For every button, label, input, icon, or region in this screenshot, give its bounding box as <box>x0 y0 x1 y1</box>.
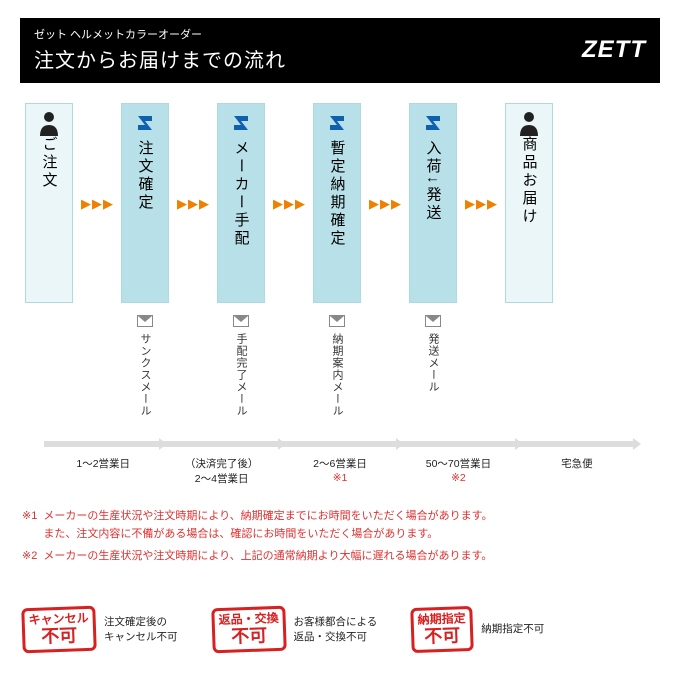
person-icon <box>34 110 64 136</box>
timeline-segment: 宅急便 <box>518 441 636 472</box>
mail-block: 納期案内メール <box>329 315 345 435</box>
timeline-bar <box>162 441 280 447</box>
mail-label: 納期案内メール <box>329 333 345 417</box>
mail-icon <box>233 315 249 327</box>
stamp-icon: 納期指定 不可 <box>410 606 474 653</box>
step-label: 暫定納期確定 <box>330 140 345 248</box>
arrow-icon: ▶▶▶ <box>81 103 113 303</box>
header: ゼット ヘルメットカラーオーダー 注文からお届けまでの流れ ZETT <box>20 18 660 83</box>
stamp-line2: 不可 <box>218 626 279 646</box>
stamp-line1: 納期指定 <box>418 612 466 626</box>
stamp-line1: 返品・交換 <box>218 612 278 626</box>
mail-block: 発送メール <box>425 315 441 435</box>
step-box: 暫定納期確定 <box>313 103 361 303</box>
stamp-icon: 返品・交換 不可 <box>211 606 287 654</box>
logo-icon <box>322 110 352 136</box>
mail-block: 手配完了メール <box>233 315 249 435</box>
stamp-icon: キャンセル 不可 <box>21 606 97 654</box>
arrow-icon: ▶▶▶ <box>177 103 209 303</box>
logo-icon <box>226 110 256 136</box>
step-label: 入荷↓発送 <box>426 140 441 223</box>
mail-icon <box>425 315 441 327</box>
note-line: ※1メーカーの生産状況や注文時期により、納期確定までにお時間をいただく場合があり… <box>22 508 658 543</box>
timeline-segment: （決済完了後）2～4営業日 <box>162 441 280 486</box>
timeline-label: 宅急便 <box>518 457 636 472</box>
flow-row: ご注文 ▶▶▶ 注文確定 サンクスメール ▶▶▶ メーカー手配 手配完了メール … <box>20 103 660 435</box>
note-text: メーカーの生産状況や注文時期により、上記の通常納期より大幅に遅れる場合があります… <box>43 548 492 566</box>
step-col: 商品お届け <box>502 103 556 435</box>
stamp-block: 納期指定 不可 納期指定不可 <box>411 607 544 652</box>
notes: ※1メーカーの生産状況や注文時期により、納期確定までにお時間をいただく場合があり… <box>20 508 660 565</box>
stamp-desc: 納期指定不可 <box>481 622 544 637</box>
timeline-label: 1～2営業日 <box>44 457 162 472</box>
step-label: 注文確定 <box>138 140 153 212</box>
step-box: 注文確定 <box>121 103 169 303</box>
stamp-line2: 不可 <box>29 626 90 646</box>
timeline-bar <box>44 441 162 447</box>
timeline-segment: 1～2営業日 <box>44 441 162 472</box>
arrow-icon: ▶▶▶ <box>465 103 497 303</box>
stamp-line1: キャンセル <box>28 612 88 626</box>
stamp-line2: 不可 <box>418 626 467 646</box>
person-icon <box>514 110 544 136</box>
stamp-block: 返品・交換 不可 お客様都合による返品・交換不可 <box>212 607 378 652</box>
step-label: ご注文 <box>42 136 57 190</box>
mail-label: 手配完了メール <box>233 333 249 417</box>
mail-label: 発送メール <box>425 333 441 393</box>
note-key: ※2 <box>22 548 37 566</box>
step-label: メーカー手配 <box>234 140 249 248</box>
timeline-bar <box>281 441 399 447</box>
logo-icon <box>418 110 448 136</box>
step-label: 商品お届け <box>522 136 537 226</box>
stamp-desc: 注文確定後のキャンセル不可 <box>104 615 178 644</box>
timeline-label: （決済完了後）2～4営業日 <box>162 457 280 486</box>
timeline-bar <box>518 441 636 447</box>
timeline-bar <box>399 441 517 447</box>
step-box: ご注文 <box>25 103 73 303</box>
step-box: メーカー手配 <box>217 103 265 303</box>
step-col: 入荷↓発送 発送メール <box>406 103 460 435</box>
step-box: 商品お届け <box>505 103 553 303</box>
mail-icon <box>137 315 153 327</box>
stamp-block: キャンセル 不可 注文確定後のキャンセル不可 <box>22 607 178 652</box>
timeline-row: 1～2営業日 （決済完了後）2～4営業日 2～6営業日 ※1 50～70営業日 … <box>20 441 660 486</box>
logo-icon <box>130 110 160 136</box>
header-title: 注文からお届けまでの流れ <box>34 50 286 72</box>
timeline-label: 2～6営業日 <box>281 457 399 472</box>
arrow-icon: ▶▶▶ <box>273 103 305 303</box>
mail-label: サンクスメール <box>137 333 153 417</box>
step-col: メーカー手配 手配完了メール <box>214 103 268 435</box>
mail-icon <box>329 315 345 327</box>
timeline-note: ※2 <box>399 472 517 484</box>
timeline-segment: 50～70営業日 ※2 <box>399 441 517 484</box>
stamps-row: キャンセル 不可 注文確定後のキャンセル不可 返品・交換 不可 お客様都合による… <box>20 607 660 652</box>
order-flow-diagram: ゼット ヘルメットカラーオーダー 注文からお届けまでの流れ ZETT ご注文 ▶… <box>0 0 680 680</box>
timeline-note: ※1 <box>281 472 399 484</box>
timeline-label: 50～70営業日 <box>399 457 517 472</box>
header-subtitle: ゼット ヘルメットカラーオーダー <box>34 26 286 42</box>
brand-logo: ZETT <box>582 36 646 64</box>
note-line: ※2 メーカーの生産状況や注文時期により、上記の通常納期より大幅に遅れる場合があり… <box>22 548 658 566</box>
timeline-segment: 2～6営業日 ※1 <box>281 441 399 484</box>
stamp-desc: お客様都合による返品・交換不可 <box>294 615 378 644</box>
mail-block: サンクスメール <box>137 315 153 435</box>
step-col: ご注文 <box>22 103 76 435</box>
note-text: メーカーの生産状況や注文時期により、納期確定までにお時間をいただく場合があります… <box>43 508 492 543</box>
step-box: 入荷↓発送 <box>409 103 457 303</box>
step-col: 暫定納期確定 納期案内メール <box>310 103 364 435</box>
note-key: ※1 <box>22 508 37 543</box>
arrow-icon: ▶▶▶ <box>369 103 401 303</box>
step-col: 注文確定 サンクスメール <box>118 103 172 435</box>
